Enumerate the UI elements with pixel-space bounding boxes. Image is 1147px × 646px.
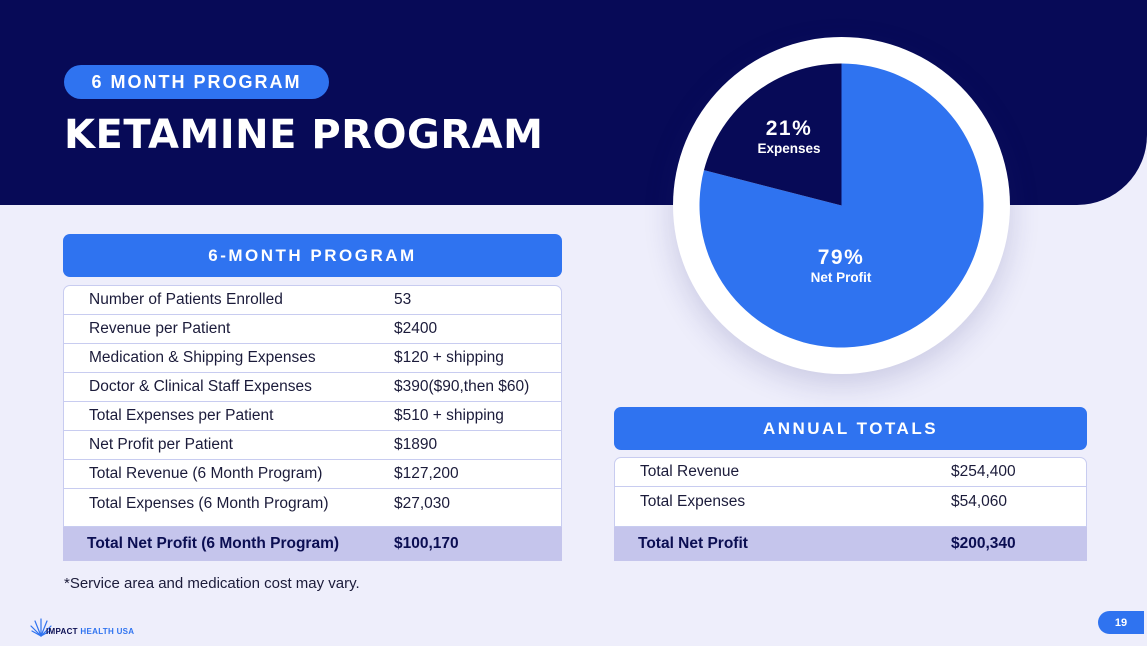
right-total-value: $200,340 <box>951 535 1016 552</box>
logo-text-health: HEALTH USA <box>80 627 135 636</box>
table-row: Medication & Shipping Expenses $120 + shi… <box>64 344 561 373</box>
expenses-percent: 21% <box>765 117 813 140</box>
right-total-row: Total Net Profit $200,340 <box>614 527 1087 561</box>
row-value: $254,400 <box>951 463 1016 480</box>
row-label: Total Revenue <box>640 463 740 480</box>
table-row: Revenue per Patient $2400 <box>64 315 561 344</box>
pie-slice-expenses <box>703 63 842 206</box>
row-value: $127,200 <box>394 465 459 482</box>
row-label: Net Profit per Patient <box>89 436 233 453</box>
company-logo: IMPACT HEALTH USA <box>30 614 134 638</box>
table-row: Number of Patients Enrolled 53 <box>64 286 561 315</box>
net-profit-name: Net Profit <box>810 270 872 285</box>
row-value: $27,030 <box>394 494 451 512</box>
pie-label-net-profit: 79% Net Profit <box>795 246 887 285</box>
table-row: Total Revenue $254,400 <box>615 458 1086 487</box>
row-label: Total Expenses (6 Month Program) <box>89 494 329 512</box>
left-total-value: $100,170 <box>394 535 459 552</box>
row-value: $120 + shipping <box>394 349 504 366</box>
page-number: 19 <box>1098 611 1144 634</box>
row-value: $510 + shipping <box>394 407 504 424</box>
row-label: Doctor & Clinical Staff Expenses <box>89 378 312 395</box>
row-value: $1890 <box>394 436 438 453</box>
logo-text: IMPACT HEALTH USA <box>46 627 134 636</box>
page-title: KETAMINE PROGRAM <box>64 112 544 158</box>
left-total-label: Total Net Profit (6 Month Program) <box>87 535 340 552</box>
right-table-heading: ANNUAL TOTALS <box>614 407 1087 450</box>
row-label: Total Revenue (6 Month Program) <box>89 465 323 482</box>
table-row: Total Expenses per Patient $510 + shippin… <box>64 402 561 431</box>
left-table-heading: 6-MONTH PROGRAM <box>63 234 562 277</box>
table-row: Total Expenses $54,060 <box>615 487 1086 516</box>
right-table: Total Revenue $254,400 Total Expenses $54,0… <box>614 457 1087 527</box>
table-row: Total Revenue (6 Month Program) $127,200 <box>64 460 561 489</box>
starburst-logo-icon <box>30 618 52 637</box>
logo-text-impact: IMPACT <box>46 627 78 636</box>
footnote: *Service area and medication cost may va… <box>64 575 360 592</box>
row-label: Revenue per Patient <box>89 320 231 337</box>
expenses-name: Expenses <box>757 141 821 156</box>
left-total-row: Total Net Profit (6 Month Program) $100,… <box>63 527 562 561</box>
row-label: Medication & Shipping Expenses <box>89 349 316 366</box>
row-label: Number of Patients Enrolled <box>89 291 283 308</box>
row-value: $2400 <box>394 320 438 337</box>
row-value: $54,060 <box>951 492 1008 510</box>
right-total-label: Total Net Profit <box>638 535 748 552</box>
row-value: 53 <box>394 291 412 308</box>
table-row: Net Profit per Patient $1890 <box>64 431 561 460</box>
pie-label-expenses: 21% Expenses <box>743 117 835 156</box>
pie-chart: 21% Expenses 79% Net Profit <box>673 37 1010 374</box>
program-pill: 6 MONTH PROGRAM <box>64 65 329 99</box>
row-value: $390($90,then $60) <box>394 378 530 395</box>
table-row: Total Expenses (6 Month Program) $27,030 <box>64 489 561 518</box>
net-profit-percent: 79% <box>817 246 865 269</box>
pie-svg <box>699 63 984 348</box>
table-row: Doctor & Clinical Staff Expenses $390($90… <box>64 373 561 402</box>
row-label: Total Expenses <box>640 492 746 510</box>
left-table: Number of Patients Enrolled 53 Revenue per… <box>63 285 562 527</box>
row-label: Total Expenses per Patient <box>89 407 274 424</box>
